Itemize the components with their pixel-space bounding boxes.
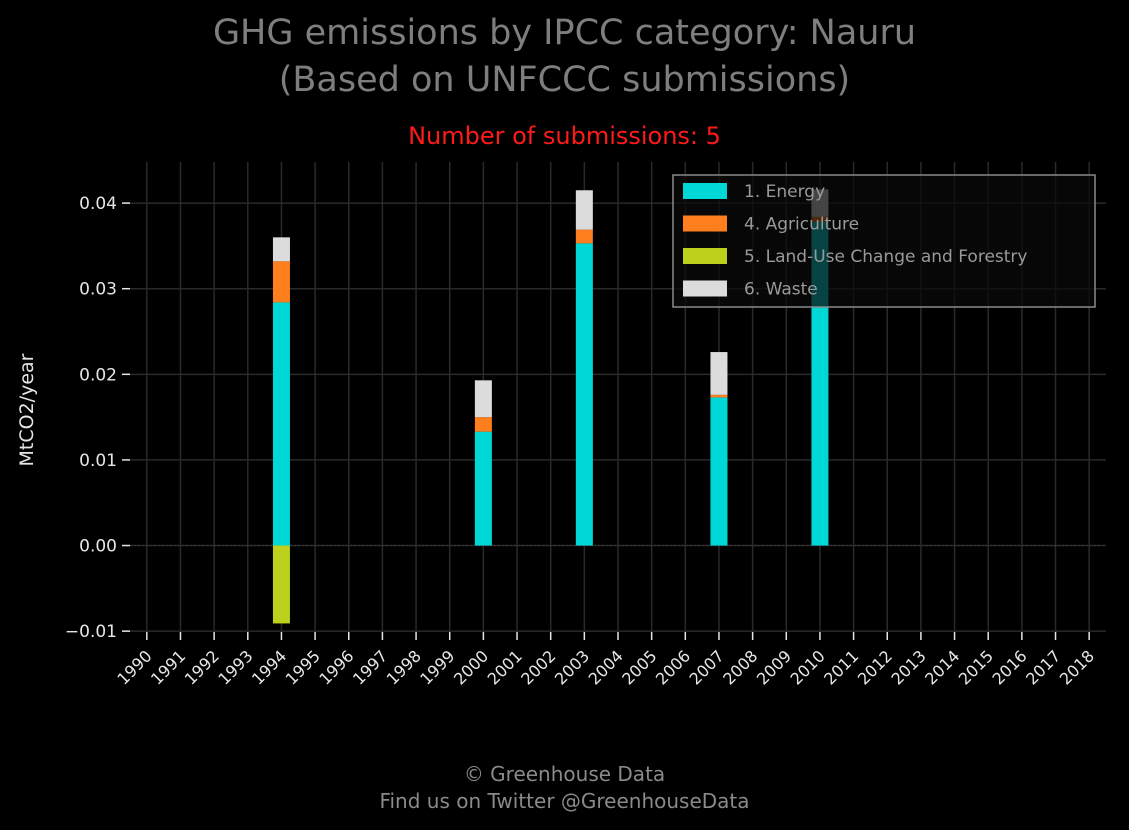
bar-segment-1994[interactable] [272, 261, 290, 303]
x-tick-label: 2012 [854, 646, 896, 688]
chart-title-line2: (Based on UNFCCC submissions) [278, 60, 851, 100]
bar-segment-2000[interactable] [474, 380, 492, 418]
x-tick-label: 2009 [753, 646, 795, 688]
x-tick-label: 2002 [517, 646, 559, 688]
legend-label: 5. Land-Use Change and Forestry [744, 247, 1027, 267]
x-tick-label: 1994 [248, 646, 290, 688]
x-tick-label: 1990 [113, 646, 155, 688]
bar-segment-2003[interactable] [575, 229, 593, 244]
x-tick-label: 1993 [214, 646, 256, 688]
y-tick-label: 0.03 [79, 280, 117, 300]
footer-twitter: Find us on Twitter @GreenhouseData [379, 789, 750, 813]
bar-segment-1994[interactable] [272, 302, 290, 546]
x-tick-label: 2008 [719, 646, 761, 688]
x-tick-label: 1997 [349, 646, 391, 688]
x-tick-label: 2014 [921, 646, 963, 688]
x-tick-label: 2017 [1022, 646, 1064, 688]
legend-label: 1. Energy [744, 182, 825, 202]
x-tick-label: 1999 [416, 646, 458, 688]
bar-segment-1994[interactable] [272, 545, 290, 624]
x-tick-label: 1998 [383, 646, 425, 688]
footer-copyright: © Greenhouse Data [463, 762, 666, 786]
legend-box [672, 174, 1096, 308]
x-tick-label: 1995 [282, 646, 324, 688]
bar-segment-2003[interactable] [575, 243, 593, 546]
legend-swatch [683, 183, 727, 199]
legend-swatch [683, 215, 727, 232]
x-tick-label: 2018 [1056, 646, 1098, 688]
bar-segment-2007[interactable] [710, 394, 728, 398]
x-tick-label: 2011 [820, 646, 862, 688]
bar-segment-2000[interactable] [474, 431, 492, 546]
x-tick-label: 2004 [585, 646, 627, 688]
chart-title-line1: GHG emissions by IPCC category: Nauru [212, 13, 917, 53]
x-tick-label: 1992 [181, 646, 223, 688]
x-tick-label: 2006 [652, 646, 694, 688]
x-tick-label: 2010 [787, 646, 829, 688]
chart-subtitle: Number of submissions: 5 [408, 122, 721, 150]
bar-segment-2007[interactable] [710, 352, 728, 395]
x-tick-label: 2005 [618, 646, 660, 688]
y-tick-label: 0.01 [79, 451, 117, 471]
bar-segment-2007[interactable] [710, 397, 728, 546]
x-tick-label: 2000 [450, 646, 492, 688]
x-tick-label: 2007 [686, 646, 728, 688]
y-tick-label: 0.02 [79, 365, 117, 385]
x-tick-label: 2013 [887, 646, 929, 688]
bar-segment-1994[interactable] [272, 237, 290, 262]
y-tick-label: 0.00 [79, 537, 117, 557]
x-tick-label: 2016 [988, 646, 1030, 688]
legend-label: 4. Agriculture [744, 215, 859, 235]
y-tick-label: −0.01 [65, 622, 117, 642]
x-tick-label: 1991 [147, 646, 189, 688]
bar-segment-2003[interactable] [575, 190, 593, 230]
x-tick-label: 2003 [551, 646, 593, 688]
legend-swatch [683, 280, 727, 297]
bar-segment-2000[interactable] [474, 417, 492, 432]
x-tick-label: 1996 [315, 646, 357, 688]
legend-swatch [683, 248, 727, 264]
x-tick-label: 2015 [955, 646, 997, 688]
y-tick-label: 0.04 [79, 194, 117, 214]
x-tick-label: 2001 [484, 646, 526, 688]
legend-label: 6. Waste [744, 280, 818, 300]
